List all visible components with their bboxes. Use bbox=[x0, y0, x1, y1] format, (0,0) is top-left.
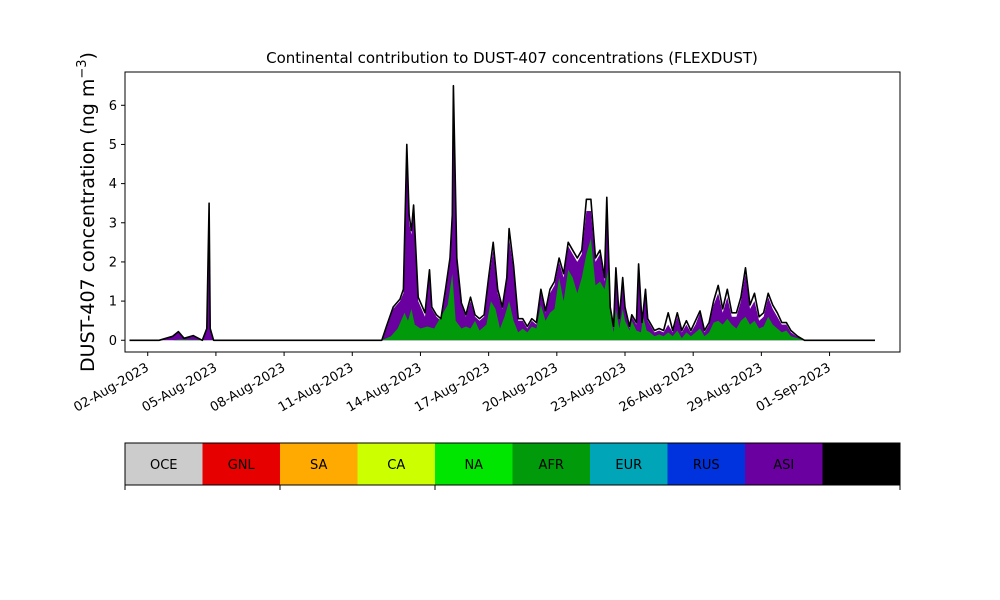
chart-title: Continental contribution to DUST-407 con… bbox=[266, 49, 758, 67]
plot-frame bbox=[124, 71, 901, 353]
x-tick-label: 14-Aug-2023 bbox=[344, 360, 424, 415]
legend-swatch-oce bbox=[125, 443, 203, 485]
y-tick-label: 3 bbox=[109, 216, 117, 231]
x-tick-label: 17-Aug-2023 bbox=[412, 360, 492, 415]
legend-label-na: NA bbox=[464, 458, 483, 473]
legend-label-ca: CA bbox=[387, 458, 405, 473]
legend-swatch-sa bbox=[280, 443, 358, 485]
legend-swatch-na bbox=[435, 443, 513, 485]
y-tick-label: 4 bbox=[109, 177, 117, 192]
y-axis-label-close: ) bbox=[77, 52, 99, 59]
legend-swatch-asi bbox=[745, 443, 823, 485]
legend-label-rus: RUS bbox=[693, 458, 720, 473]
legend-swatch-ca bbox=[357, 443, 436, 485]
y-tick-label: 6 bbox=[109, 99, 117, 114]
y-axis-label: DUST-407 concentration (ng m−3) bbox=[75, 52, 99, 372]
x-tick-label: 20-Aug-2023 bbox=[480, 360, 560, 415]
legend-swatch-rus bbox=[667, 443, 746, 485]
legend-label-aus: AUS bbox=[848, 458, 875, 473]
x-tick-label: 05-Aug-2023 bbox=[140, 360, 220, 415]
legend-label-sa: SA bbox=[310, 458, 327, 473]
x-tick-label: 29-Aug-2023 bbox=[685, 360, 765, 415]
legend-label-eur: EUR bbox=[615, 458, 642, 473]
y-axis: 0 1 2 3 4 5 6 bbox=[109, 99, 125, 349]
y-tick-label: 2 bbox=[109, 255, 117, 270]
x-tick-label: 08-Aug-2023 bbox=[208, 360, 288, 415]
legend-swatch-eur bbox=[590, 443, 668, 485]
x-tick-label: 26-Aug-2023 bbox=[617, 360, 697, 415]
legend-label-afr: AFR bbox=[539, 458, 564, 473]
y-axis-label-main: DUST-407 concentration (ng m bbox=[77, 79, 99, 372]
x-tick-label: 23-Aug-2023 bbox=[549, 360, 629, 415]
legend-label-oce: OCE bbox=[150, 458, 178, 473]
x-axis: 02-Aug-202305-Aug-202308-Aug-202311-Aug-… bbox=[71, 352, 834, 416]
legend-colorbar: OCE GNL SA CA NA AFR EUR RUS ASI AUS bbox=[124, 442, 901, 490]
legend-swatch-gnl bbox=[202, 443, 281, 485]
legend-swatch-aus bbox=[822, 443, 901, 485]
legend-label-asi: ASI bbox=[773, 458, 794, 473]
legend-swatch-afr bbox=[512, 443, 591, 485]
y-tick-label: 5 bbox=[109, 138, 117, 153]
y-axis-label-exponent: −3 bbox=[75, 59, 90, 78]
line-aus bbox=[129, 84, 875, 342]
x-tick-label: 01-Sep-2023 bbox=[754, 360, 834, 415]
y-tick-label: 1 bbox=[109, 295, 117, 310]
legend-label-gnl: GNL bbox=[228, 458, 256, 473]
x-tick-label: 11-Aug-2023 bbox=[276, 360, 356, 415]
y-tick-label: 0 bbox=[109, 334, 117, 349]
plot-area bbox=[129, 84, 875, 342]
legend-frame bbox=[124, 442, 901, 486]
